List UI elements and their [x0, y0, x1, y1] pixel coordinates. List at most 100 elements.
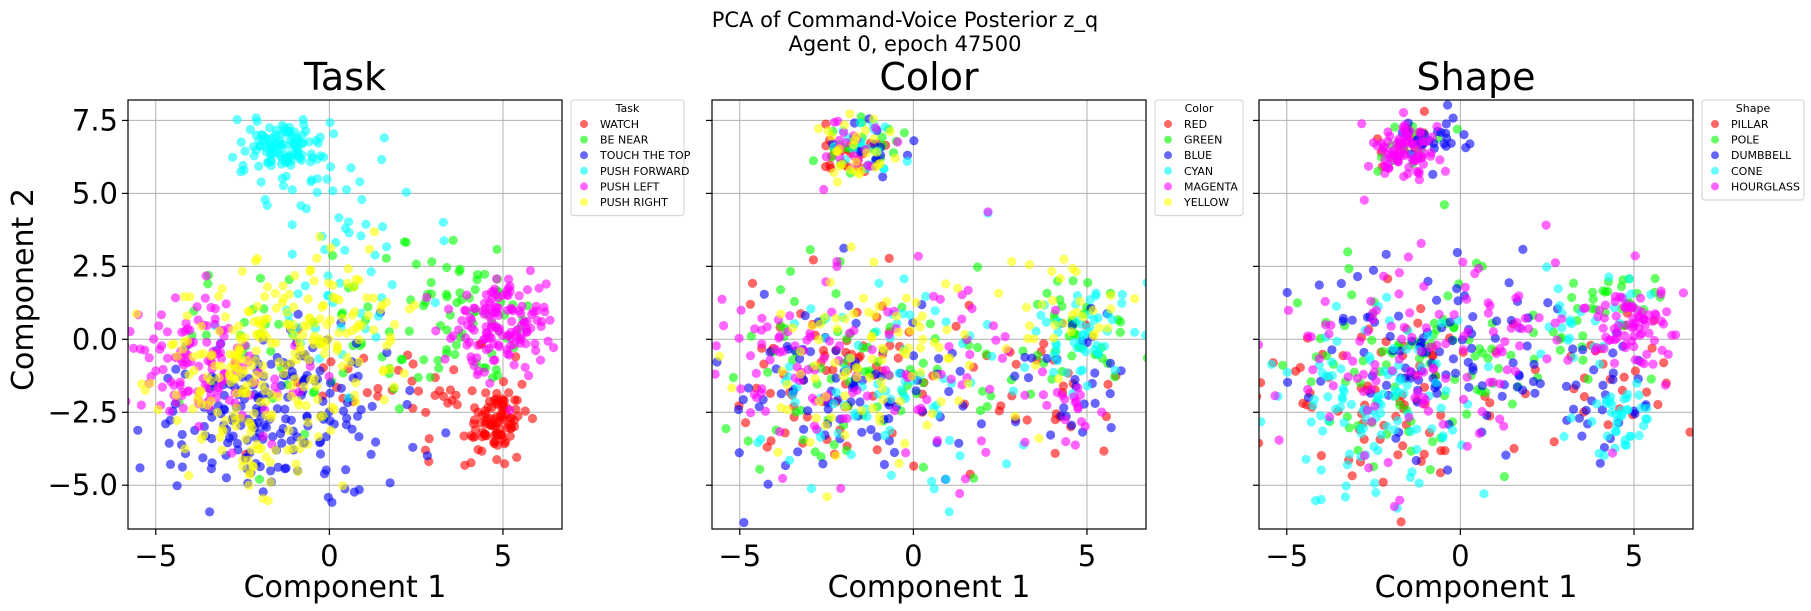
data-point: [149, 334, 159, 344]
data-point: [765, 355, 775, 365]
data-point: [1599, 442, 1609, 453]
data-point: [1052, 340, 1062, 350]
data-point: [756, 388, 766, 398]
data-point: [845, 109, 855, 119]
legend-entry: CONE: [1731, 165, 1763, 178]
data-point: [205, 507, 215, 517]
data-point: [513, 411, 523, 421]
data-point: [1367, 335, 1377, 345]
data-point: [805, 328, 815, 338]
data-point: [941, 474, 951, 484]
data-point: [479, 367, 489, 377]
data-point: [746, 408, 756, 418]
data-point: [1070, 374, 1080, 385]
data-point: [390, 319, 400, 330]
data-point: [1506, 323, 1516, 333]
y-axis-label: Component 2: [6, 188, 41, 391]
data-point: [1383, 457, 1393, 468]
panel-title: Task: [303, 55, 386, 99]
data-point: [876, 377, 886, 387]
data-point: [267, 143, 277, 153]
data-point: [1448, 113, 1458, 123]
data-point: [785, 311, 795, 321]
data-point: [839, 127, 849, 137]
data-point: [450, 349, 460, 360]
data-point: [885, 126, 895, 137]
data-point: [1449, 310, 1459, 320]
data-point: [1549, 437, 1559, 447]
data-point: [1075, 366, 1085, 376]
data-point: [803, 364, 813, 375]
data-point: [1325, 412, 1335, 422]
legend-entry: MAGENTA: [1184, 180, 1238, 193]
data-point: [243, 306, 253, 316]
data-point: [894, 368, 904, 378]
data-point: [196, 321, 206, 331]
data-point: [282, 307, 292, 317]
data-point: [700, 426, 709, 435]
data-point: [891, 311, 902, 321]
data-point: [1619, 372, 1629, 382]
data-point: [252, 253, 262, 264]
data-point: [901, 448, 911, 458]
data-point: [745, 351, 756, 361]
data-point: [1023, 373, 1034, 383]
data-point: [878, 172, 888, 182]
data-point: [340, 223, 351, 233]
data-point: [1073, 404, 1083, 414]
data-point: [976, 436, 987, 446]
data-point: [954, 396, 964, 406]
data-point: [1403, 169, 1413, 179]
y-tick-label: −5.0: [48, 468, 118, 502]
data-point: [315, 366, 325, 376]
data-point: [421, 407, 431, 417]
data-point: [1355, 336, 1365, 346]
data-point: [839, 120, 850, 130]
data-point: [370, 250, 380, 260]
data-point: [1371, 376, 1381, 386]
data-point: [238, 160, 248, 170]
data-point: [1509, 443, 1519, 454]
data-point: [788, 323, 798, 333]
data-point: [413, 386, 424, 396]
data-point: [492, 274, 502, 284]
data-point: [1348, 356, 1358, 366]
panel-color: −5 0 5 Color Component 1 Color RED GREEN BLUE CYA…: [700, 55, 1244, 605]
data-point: [870, 310, 880, 320]
data-point: [806, 304, 816, 314]
data-point: [381, 253, 391, 263]
data-point: [773, 447, 783, 457]
y-tick-label: 5.0: [72, 176, 118, 210]
data-point: [309, 276, 319, 286]
y-tick-label: 2.5: [72, 249, 118, 283]
scatter-points: [128, 113, 559, 517]
data-point: [1563, 335, 1573, 345]
data-point: [1405, 366, 1415, 376]
data-point: [1142, 353, 1146, 363]
data-point: [884, 414, 894, 424]
data-point: [1599, 344, 1609, 354]
data-point: [1092, 340, 1102, 350]
data-point: [1609, 358, 1620, 368]
data-point: [1630, 355, 1640, 365]
data-point: [1598, 323, 1608, 333]
data-point: [1398, 108, 1409, 118]
data-point: [1370, 401, 1380, 411]
data-point: [894, 327, 904, 337]
data-point: [1403, 252, 1413, 262]
data-point: [1075, 296, 1085, 306]
data-point: [128, 343, 139, 353]
data-point: [444, 304, 454, 314]
data-point: [452, 400, 462, 410]
data-point: [1517, 324, 1527, 334]
data-point: [1376, 408, 1386, 418]
data-point: [379, 395, 389, 405]
data-point: [1620, 440, 1630, 450]
data-point: [179, 336, 189, 346]
data-point: [1050, 448, 1060, 458]
data-point: [238, 461, 248, 472]
data-point: [466, 431, 476, 441]
data-point: [1458, 257, 1468, 267]
data-point: [1311, 496, 1321, 506]
data-point: [878, 394, 888, 405]
